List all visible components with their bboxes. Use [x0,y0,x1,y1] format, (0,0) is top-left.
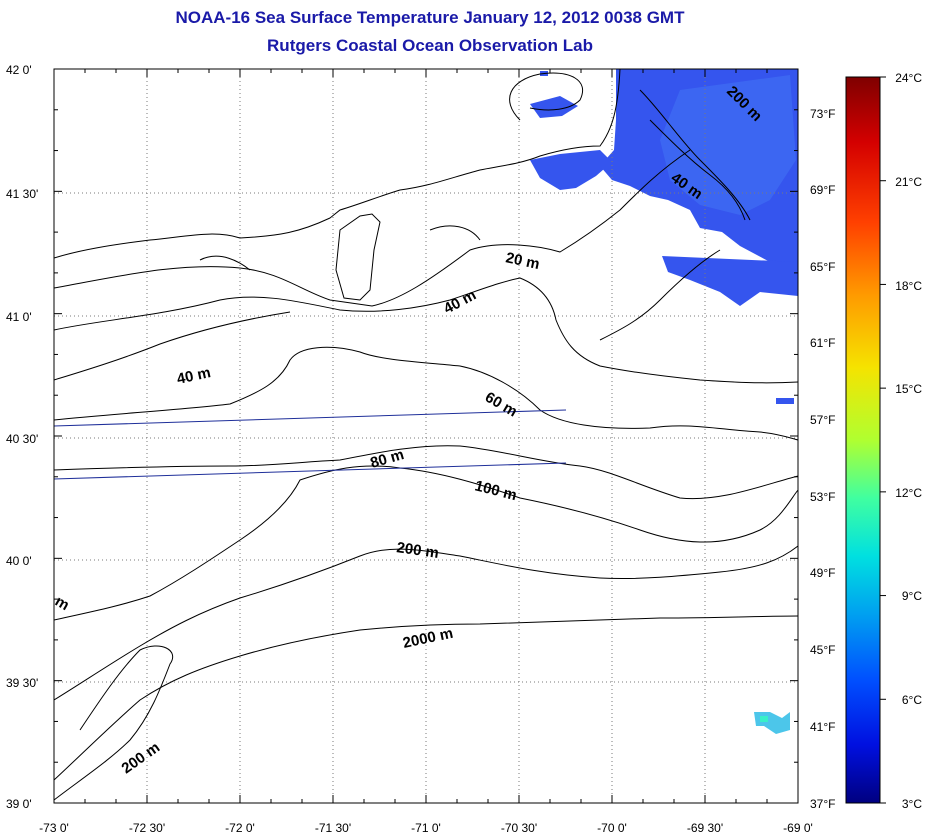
sst-patch-band [662,256,798,306]
contour-label-40m-north: 40 m [441,286,479,317]
contour-ne-2 [649,119,746,221]
f-label-57: 57°F [810,413,835,427]
lon-label-73: -73 0' [39,821,69,835]
f-label-41: 41°F [810,720,835,734]
lon-label-71: -71 0' [411,821,441,835]
lat-label-41: 41 0' [6,310,32,324]
contour-40m [54,277,798,384]
lon-label-72: -72 0' [225,821,255,835]
contour-60m [54,346,798,441]
lon-label-70: -70 0' [597,821,627,835]
contour-label-2000m: 2000 m [401,625,454,652]
c-label-9: 9°C [902,589,922,603]
lon-label-72-30: -72 30' [129,821,165,835]
contour-label-100m: 100 m [473,477,518,504]
lat-label-39-30: 39 30' [6,676,38,690]
longitude-labels: -73 0' -72 30' -72 0' -71 30' -71 0' -70… [39,821,813,835]
f-label-37: 37°F [810,797,835,811]
c-label-12: 12°C [895,486,922,500]
sst-patches [530,69,798,734]
lat-label-41-30: 41 30' [6,187,38,201]
c-label-24: 24°C [895,71,922,85]
f-label-45: 45°F [810,643,835,657]
f-label-65: 65°F [810,260,835,274]
contour-label-20m: 20 m [504,249,541,273]
contour-20m [54,149,691,307]
lat-label-39: 39 0' [6,797,32,811]
c-label-6: 6°C [902,693,922,707]
f-label-61: 61°F [810,336,835,350]
coast-capecod [509,72,583,121]
latitude-labels: 42 0' 41 30' 41 0' 40 30' 40 0' 39 30' 3… [6,63,38,811]
contour-40m-inner [54,311,291,381]
grid [54,69,798,803]
map-title: NOAA-16 Sea Surface Temperature January … [175,8,685,27]
coastline-north [54,69,621,259]
lat-label-40-30: 40 30' [6,432,38,446]
lon-label-69-30: -69 30' [687,821,723,835]
f-label-53: 53°F [810,490,835,504]
c-label-3: 3°C [902,797,922,811]
contour-ne-1 [639,89,751,221]
coast-sound [335,213,381,301]
fahrenheit-labels: 73°F 69°F 65°F 61°F 57°F 53°F 49°F 45°F … [810,107,835,811]
f-label-49: 49°F [810,566,835,580]
colorbar [845,76,881,804]
c-label-21: 21°C [895,175,922,189]
c-label-15: 15°C [895,382,922,396]
contour-label-west-edge: m [52,593,72,614]
sst-patch-bay [530,150,612,190]
contour-200m-south [54,645,173,801]
contour-200m [54,545,798,701]
track-lines [53,409,567,480]
frame-ticks [53,68,799,804]
sst-patch-ne-core [660,75,796,215]
sst-patch-warm [754,712,790,734]
c-label-18: 18°C [895,279,922,293]
f-label-69: 69°F [810,183,835,197]
sst-patch-cape [530,96,578,118]
f-label-73: 73°F [810,107,835,121]
lon-label-71-30: -71 30' [315,821,351,835]
bathymetry-contours [54,69,798,801]
lat-label-40: 40 0' [6,554,32,568]
lon-label-70-30: -70 30' [501,821,537,835]
contour-label-60m: 60 m [482,389,520,421]
lat-label-42: 42 0' [6,63,32,77]
sst-patch-small-2 [776,398,794,404]
contour-80m [54,445,798,500]
contour-label-40m-west: 40 m [175,364,212,388]
lon-label-69: -69 0' [783,821,813,835]
celsius-labels: 24°C 21°C 18°C 15°C 12°C 9°C 6°C 3°C [895,71,922,811]
contour-2000m [54,615,798,781]
coast-islands [199,225,721,341]
contour-label-200m: 200 m [395,539,439,562]
colorbar-ticks [880,76,886,804]
map-subtitle: Rutgers Coastal Ocean Observation Lab [267,36,593,55]
